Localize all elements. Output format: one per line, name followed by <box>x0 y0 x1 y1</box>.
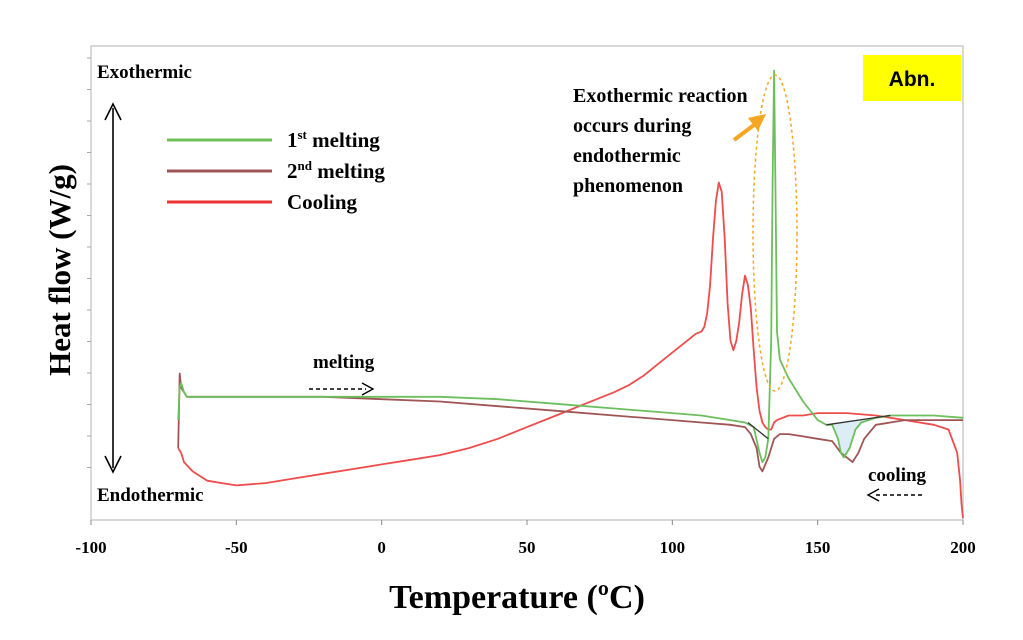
legend-label: 1st melting <box>287 127 380 152</box>
x-tick-label: 50 <box>519 538 536 557</box>
x-tick-label: -100 <box>75 538 106 557</box>
x-tick-label: 150 <box>805 538 831 557</box>
plot-frame <box>90 45 964 521</box>
y-axis-ticks <box>87 57 91 468</box>
legend-label: Cooling <box>287 190 358 214</box>
x-tick-label: 0 <box>377 538 386 557</box>
endo-arrow-head <box>104 455 122 474</box>
reaction-annotation-line: Exothermic reaction <box>573 85 748 107</box>
peak-highlight-ellipse <box>752 74 798 392</box>
legend-label: 2nd melting <box>287 158 385 183</box>
baseline-segment <box>826 414 891 426</box>
integration-shade <box>826 415 891 458</box>
x-axis-ticks <box>90 520 964 525</box>
reaction-annotation-line: endothermic <box>573 145 681 167</box>
reaction-annotation: Exothermic reaction occurs during endother… <box>573 85 748 197</box>
exo-arrow-head <box>104 102 122 121</box>
series-line-cooling <box>177 181 964 519</box>
x-tick-label: 200 <box>950 538 976 557</box>
cooling-arrow-head <box>866 488 880 502</box>
abn-badge-bg <box>863 55 961 101</box>
series-line-1st-melting <box>177 69 964 463</box>
integration-baselines <box>747 414 891 440</box>
series-layer <box>177 69 964 519</box>
x-axis-tick-labels: -100 -50 0 50 100 150 200 <box>75 538 975 557</box>
x-axis-label: Temperature (ºC) <box>389 579 645 616</box>
endothermic-label: Endothermic <box>97 485 204 506</box>
melting-label: melting <box>313 352 375 373</box>
legend: 1st melting 2nd melting Cooling <box>167 127 385 214</box>
x-tick-label: -50 <box>225 538 248 557</box>
baseline-segment <box>747 421 769 440</box>
melting-arrow-head <box>361 382 375 396</box>
abn-badge: Abn. <box>889 68 936 91</box>
reaction-annotation-line: phenomenon <box>573 175 683 197</box>
cooling-label: cooling <box>868 465 927 486</box>
reaction-annotation-line: occurs during <box>573 115 691 137</box>
y-axis-label: Heat flow (W/g) <box>42 164 77 376</box>
reaction-arrow-head <box>748 114 766 131</box>
exothermic-label: Exothermic <box>97 62 192 83</box>
x-tick-label: 100 <box>660 538 686 557</box>
